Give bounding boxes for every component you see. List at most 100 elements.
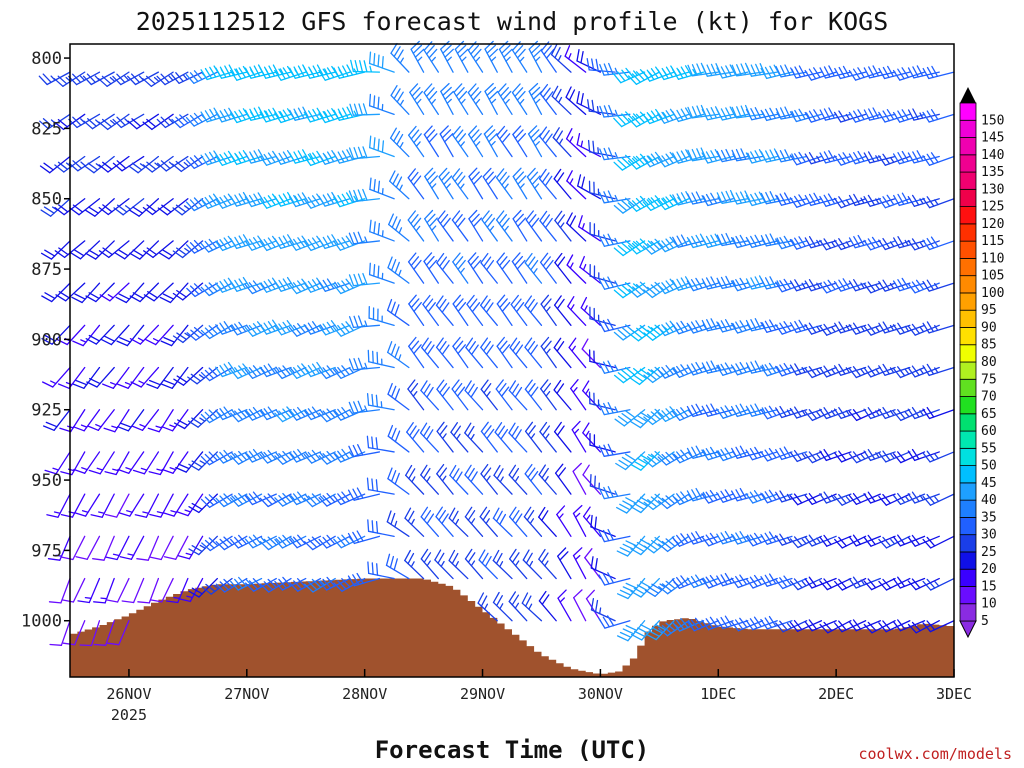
wind-barb: [61, 535, 86, 561]
barb-full-flag: [188, 506, 200, 514]
barb-full-flag: [426, 344, 435, 356]
barb-half-flag: [279, 68, 284, 75]
barb-full-flag: [293, 151, 301, 163]
barb-full-flag: [259, 583, 270, 593]
barb-full-flag: [223, 449, 233, 460]
barb-full-flag: [396, 49, 404, 61]
wind-barb: [49, 620, 71, 646]
barb-full-flag: [603, 105, 610, 118]
barb-full-flag: [112, 118, 122, 129]
wind-barb: [84, 198, 115, 217]
barb-full-flag: [643, 545, 655, 554]
wind-barb: [387, 341, 410, 369]
barb-full-flag: [617, 244, 628, 254]
barb-full-flag: [911, 578, 921, 589]
barb-full-flag: [901, 67, 910, 79]
barb-full-flag: [736, 64, 742, 76]
barb-full-flag: [408, 468, 416, 480]
barb-full-flag: [760, 408, 769, 420]
barb-full-flag: [353, 401, 359, 414]
barb-full-flag: [775, 622, 784, 633]
credit-link[interactable]: coolwx.com/models: [858, 745, 1012, 763]
barb-half-flag: [830, 494, 836, 501]
barb-full-flag: [926, 196, 935, 207]
barb-full-flag: [789, 538, 799, 549]
wind-barb: [848, 534, 881, 547]
barb-full-flag: [303, 541, 314, 551]
barb-full-flag: [511, 41, 521, 51]
barb-full-flag: [288, 283, 298, 295]
barb-full-flag: [798, 194, 806, 205]
wind-barb: [369, 177, 395, 200]
barb-full-flag: [468, 125, 478, 136]
barb-full-flag: [657, 200, 666, 211]
barb-full-flag: [230, 580, 239, 591]
barb-full-flag: [362, 146, 368, 159]
barb-full-flag: [740, 63, 747, 76]
barb-full-flag: [297, 65, 305, 77]
barb-full-flag: [452, 294, 462, 305]
y-tick-label: 800: [31, 49, 62, 69]
wind-barb: [509, 337, 528, 369]
barb-full-flag: [710, 107, 718, 119]
barb-half-flag: [776, 237, 781, 244]
wind-barb: [348, 315, 381, 329]
barb-full-flag: [267, 279, 276, 290]
barb-full-flag: [165, 600, 179, 604]
barb-full-flag: [484, 82, 494, 93]
barb-full-flag: [278, 367, 287, 378]
barb-full-flag: [303, 453, 313, 464]
barb-full-flag: [481, 210, 490, 221]
barb-full-flag: [607, 276, 614, 288]
wind-barb: [274, 276, 307, 292]
barb-full-flag: [701, 449, 709, 461]
barb-full-flag: [897, 409, 906, 420]
wind-barb: [348, 231, 381, 245]
barb-full-flag: [691, 489, 699, 501]
barb-full-flag: [229, 324, 238, 336]
barb-full-flag: [657, 157, 666, 168]
wind-barb: [423, 83, 439, 115]
wind-barb: [333, 106, 366, 121]
wind-barb: [333, 448, 366, 463]
wind-barb: [450, 422, 469, 453]
barb-shaft: [604, 620, 631, 629]
barb-full-flag: [617, 115, 627, 126]
colorbar-label: 5: [981, 614, 989, 629]
barb-full-flag: [576, 132, 581, 146]
barb-half-flag: [260, 409, 266, 416]
barb-full-flag: [527, 298, 535, 310]
barb-half-flag: [889, 241, 895, 248]
barb-full-flag: [735, 148, 742, 161]
wind-barb: [142, 198, 174, 216]
wind-barb: [671, 449, 705, 464]
barb-half-flag: [702, 491, 707, 498]
wind-barb: [143, 282, 174, 302]
barb-full-flag: [665, 280, 674, 291]
barb-half-flag: [260, 536, 266, 543]
barb-half-flag: [235, 68, 240, 75]
barb-full-flag: [326, 576, 336, 587]
barb-full-flag: [442, 217, 451, 228]
barb-full-flag: [654, 623, 667, 631]
barb-full-flag: [112, 75, 122, 86]
barb-full-flag: [665, 451, 675, 462]
barb-full-flag: [624, 239, 635, 249]
barb-full-flag: [613, 374, 625, 384]
barb-full-flag: [615, 462, 627, 471]
barb-full-flag: [452, 336, 461, 347]
barb-full-flag: [878, 580, 888, 591]
barb-full-flag: [602, 573, 610, 585]
barb-half-flag: [96, 467, 104, 471]
barb-full-flag: [322, 367, 332, 378]
barb-full-flag: [848, 153, 856, 165]
barb-half-flag: [534, 56, 541, 62]
barb-half-flag: [231, 409, 236, 416]
barb-full-flag: [739, 361, 747, 373]
barb-full-flag: [630, 463, 642, 471]
barb-full-flag: [234, 367, 243, 378]
wind-barb: [760, 573, 793, 587]
barb-half-flag: [534, 141, 540, 147]
wind-barb: [527, 125, 543, 158]
wind-barb: [644, 577, 675, 597]
